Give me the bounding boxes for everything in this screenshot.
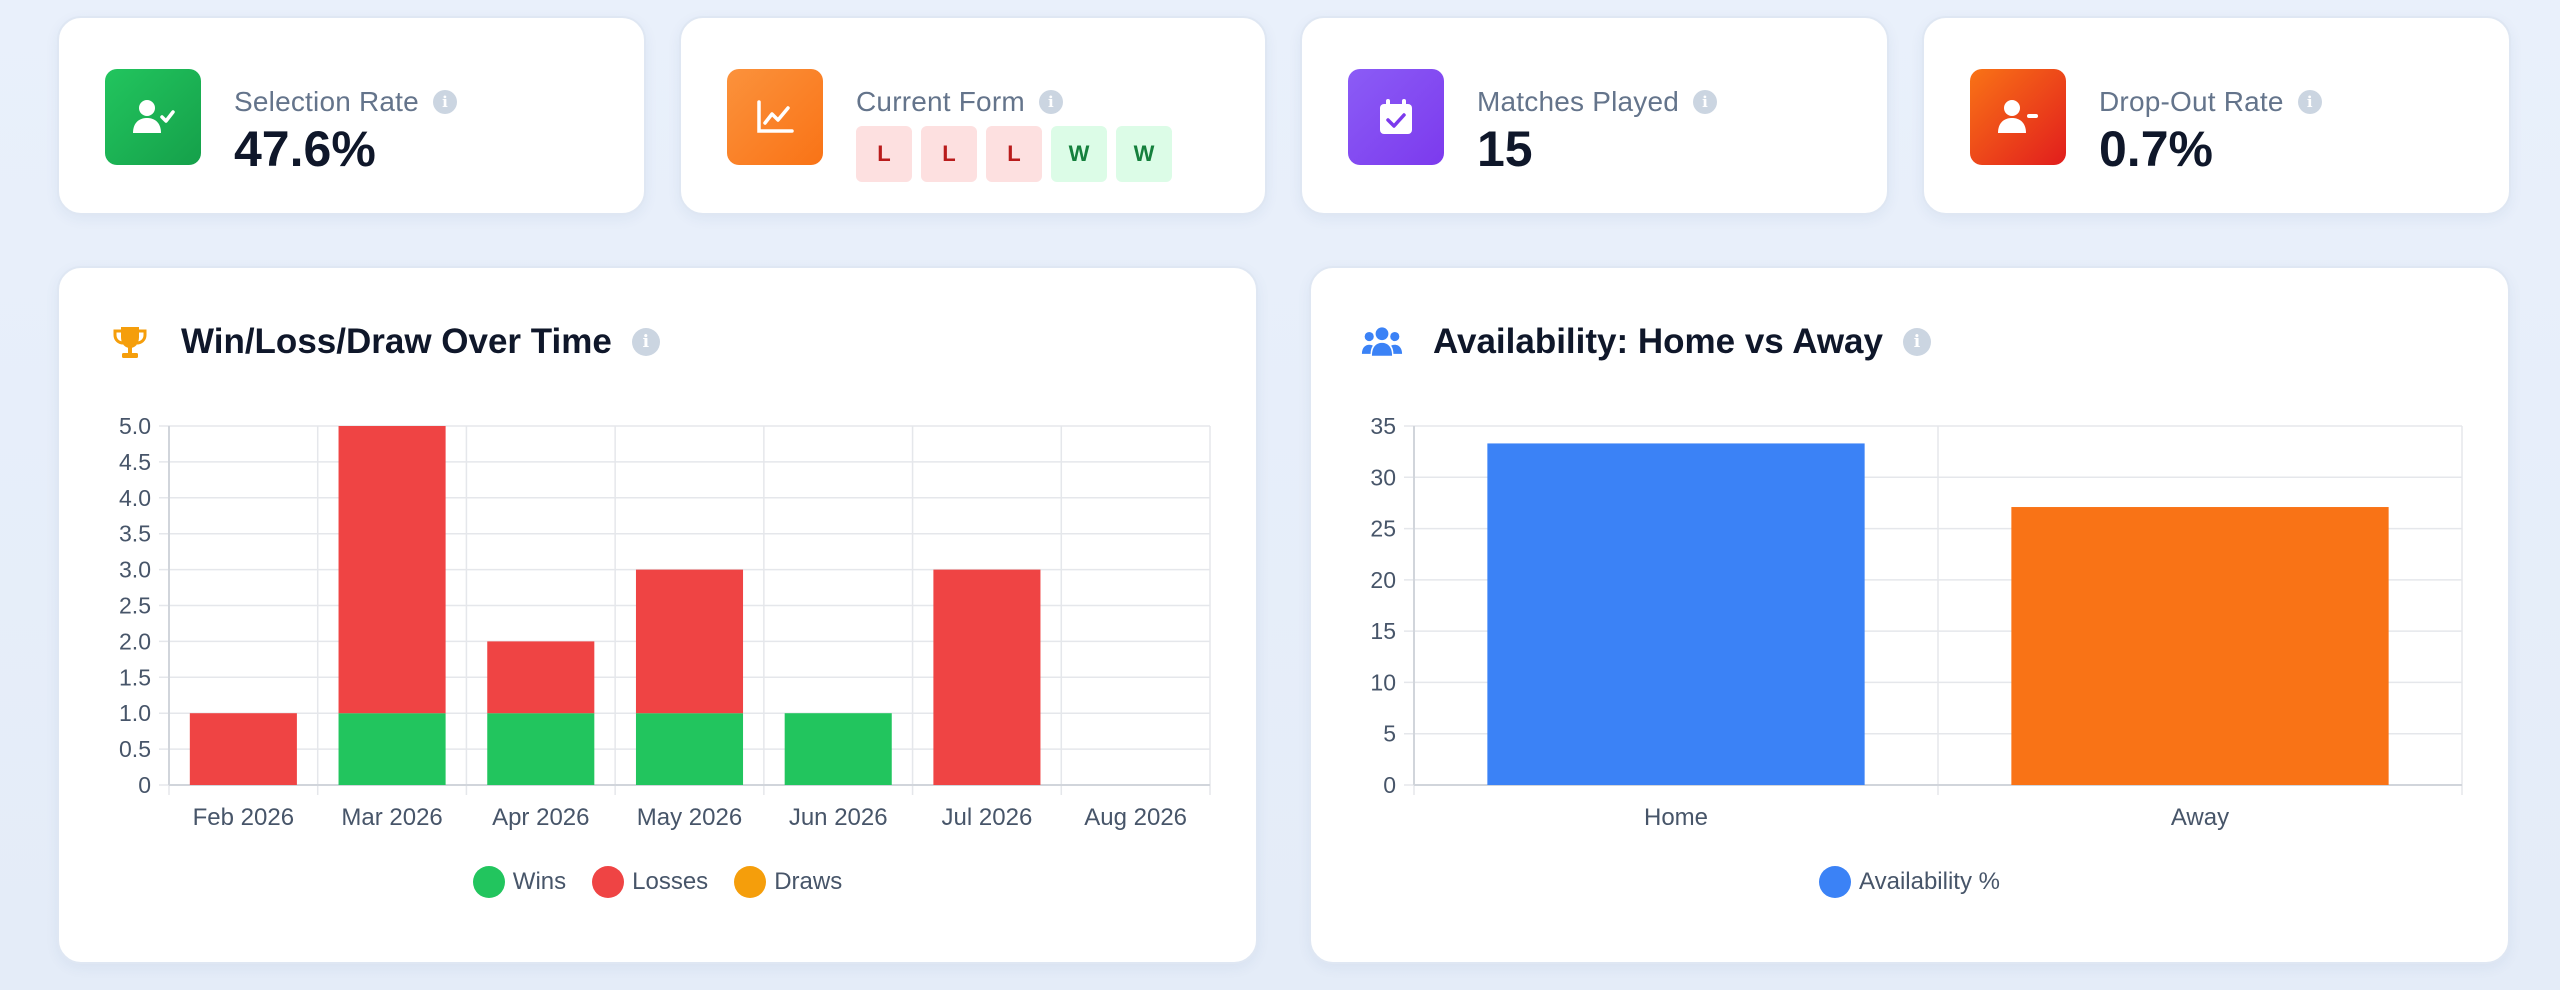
bar-losses-3[interactable] (635, 569, 744, 714)
form-badge: L (856, 126, 912, 182)
form-badge: W (1051, 126, 1107, 182)
bar-losses-5[interactable] (933, 569, 1041, 785)
availability-legend: Availability % (1311, 866, 2508, 898)
stat-card-matches-played: Matches Played i 15 (1300, 16, 1889, 215)
trophy-icon (109, 322, 151, 362)
bar-wins-3[interactable] (635, 713, 744, 785)
x-tick-label: Jul 2026 (942, 804, 1033, 831)
y-tick-label: 5 (1383, 721, 1396, 747)
y-tick-label: 20 (1370, 567, 1396, 593)
y-tick-label: 0 (138, 772, 151, 798)
stat-card-drop-out-rate: Drop-Out Rate i 0.7% (1922, 16, 2511, 215)
availability-chart: 0 5 10 15 20 25 30 35 Home Away (1370, 413, 2463, 831)
wld-chart: 0 0.5 1.0 1.5 2.0 2.5 3.0 3.5 4.0 4.5 5.0 Feb 2026 M… (119, 413, 1211, 831)
y-tick-label: 2.0 (119, 628, 151, 654)
y-tick-label: 10 (1370, 669, 1396, 695)
x-tick-label: Apr 2026 (492, 804, 589, 831)
stat-label: Matches Played (1477, 86, 1680, 117)
bar-availability-1[interactable] (2011, 507, 2389, 785)
y-tick-label: 15 (1370, 618, 1396, 644)
info-icon[interactable]: i (1038, 90, 1063, 114)
y-tick-label: 4.5 (119, 449, 151, 475)
user-check-icon (133, 100, 175, 133)
chart-line-icon (757, 100, 794, 133)
bar-losses-1[interactable] (338, 426, 446, 714)
info-icon[interactable]: i (631, 328, 660, 356)
legend-swatch (734, 866, 767, 898)
y-tick-label: 30 (1370, 464, 1396, 490)
y-tick-label: 5.0 (119, 413, 151, 439)
legend-item-losses[interactable]: Losses (592, 866, 708, 898)
y-tick-label: 0 (1383, 772, 1396, 798)
user-minus-icon (1998, 100, 2038, 133)
info-icon[interactable]: i (2297, 90, 2322, 114)
stat-value: 15 (1477, 121, 1533, 177)
legend-swatch (592, 866, 625, 898)
form-badges: L L L W W (856, 126, 1172, 182)
y-tick-label: 0.5 (119, 736, 151, 762)
current-form-tile (727, 69, 823, 165)
stat-value: 47.6% (234, 121, 376, 177)
bar-wins-2[interactable] (487, 713, 595, 785)
stat-label: Current Form (856, 86, 1025, 117)
legend-item-draws[interactable]: Draws (734, 866, 842, 898)
x-tick-label: Aug 2026 (1084, 804, 1187, 831)
legend-label: Availability % (1859, 868, 2000, 895)
y-tick-label: 1.5 (119, 664, 151, 690)
stat-value: 0.7% (2099, 121, 2213, 177)
stat-card-selection-rate: Selection Rate i 47.6% (57, 16, 646, 215)
y-tick-label: 1.0 (119, 700, 151, 726)
info-icon[interactable]: i (1903, 328, 1931, 356)
availability-chart-card: Availability: Home vs Away i 0 5 10 15 20 25 3… (1309, 266, 2510, 964)
legend-item-availability[interactable]: Availability % (1819, 866, 2000, 898)
legend-item-wins[interactable]: Wins (472, 866, 567, 898)
y-tick-label: 4.0 (119, 485, 151, 511)
bar-availability-0[interactable] (1487, 443, 1865, 785)
info-icon[interactable]: i (432, 90, 457, 114)
legend-label: Draws (774, 868, 843, 895)
selection-rate-tile (105, 69, 201, 165)
bar-wins-4[interactable] (784, 713, 892, 785)
stat-label: Drop-Out Rate (2099, 86, 2284, 117)
y-tick-label: 3.0 (119, 557, 151, 583)
info-icon[interactable]: i (1693, 90, 1718, 114)
bar-losses-2[interactable] (487, 641, 595, 714)
wld-legend: Wins Losses Draws (59, 866, 1256, 898)
users-icon (1361, 322, 1403, 362)
y-tick-label: 2.5 (119, 593, 151, 619)
calendar-check-icon (1380, 99, 1412, 134)
drop-out-rate-tile (1970, 69, 2066, 165)
bar-losses-0[interactable] (189, 713, 297, 785)
form-badge: L (986, 126, 1042, 182)
legend-label: Wins (512, 868, 567, 895)
x-tick-label: Home (1644, 804, 1708, 831)
y-tick-label: 25 (1370, 516, 1396, 542)
bar-wins-1[interactable] (338, 713, 446, 785)
legend-label: Losses (632, 868, 709, 895)
y-tick-label: 3.5 (119, 521, 151, 547)
x-tick-label: Jun 2026 (789, 804, 888, 831)
wld-chart-card: Win/Loss/Draw Over Time i 0 0.5 1.0 1.5 2.0 2… (57, 266, 1258, 964)
x-tick-label: Mar 2026 (341, 804, 442, 831)
y-tick-label: 35 (1370, 413, 1396, 439)
form-badge: L (921, 126, 977, 182)
matches-played-tile (1348, 69, 1444, 165)
legend-swatch (472, 866, 505, 898)
chart-title: Availability: Home vs Away (1433, 322, 1883, 361)
form-badge: W (1116, 126, 1172, 182)
x-tick-label: May 2026 (637, 804, 742, 831)
stat-label: Selection Rate (234, 86, 419, 117)
stat-card-current-form: Current Form i L L L W W (679, 16, 1267, 215)
x-tick-label: Away (2171, 804, 2229, 831)
chart-title: Win/Loss/Draw Over Time (181, 322, 612, 361)
legend-swatch (1819, 866, 1852, 898)
x-tick-label: Feb 2026 (193, 804, 294, 831)
